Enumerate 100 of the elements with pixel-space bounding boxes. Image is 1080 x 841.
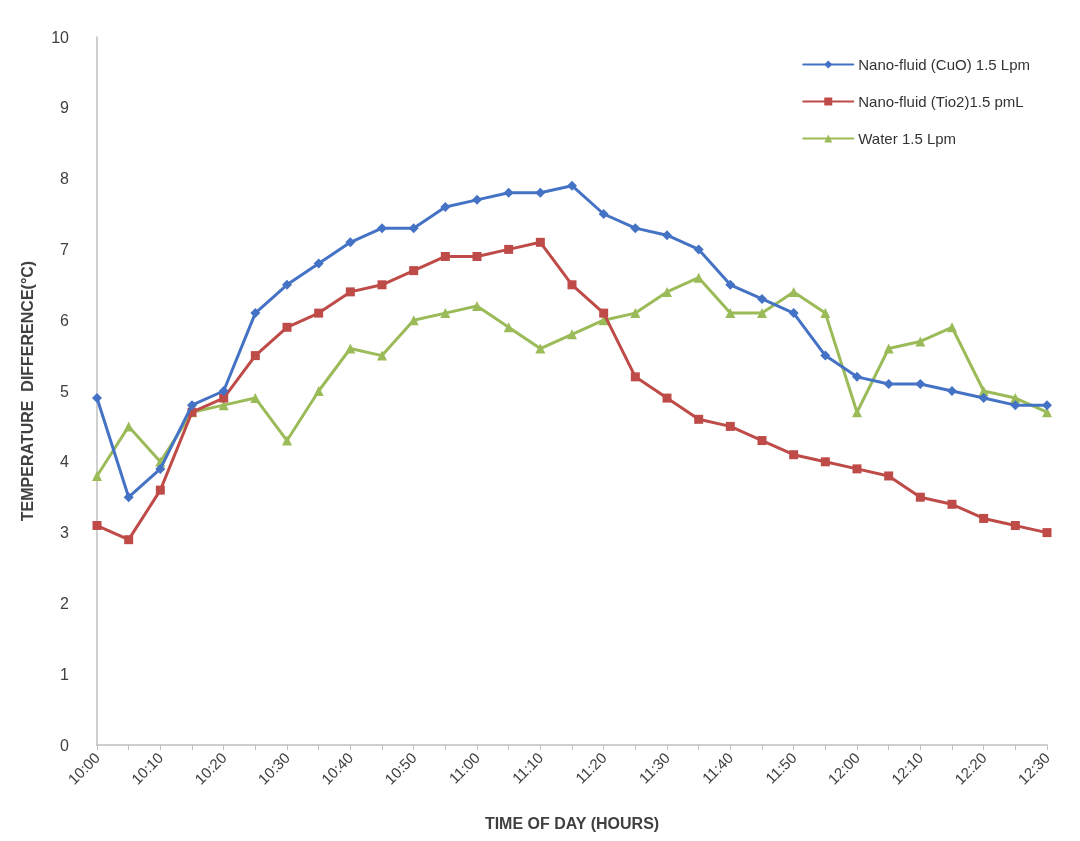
- point: [979, 513, 989, 523]
- point: [92, 521, 102, 531]
- point: [630, 223, 641, 234]
- point: [947, 499, 957, 509]
- point: [757, 308, 767, 319]
- point: [250, 308, 261, 319]
- point: [187, 400, 197, 411]
- legend-label: Water 1.5 Lpm: [858, 130, 957, 147]
- y-tick-label: 7: [60, 240, 70, 258]
- y-tick-label: 10: [51, 28, 70, 46]
- point: [219, 393, 229, 403]
- point: [693, 244, 704, 255]
- point: [630, 372, 640, 382]
- point: [408, 223, 419, 234]
- legend-label: Nano-fluid (CuO) 1.5 Lpm: [858, 56, 1031, 73]
- point: [345, 287, 355, 297]
- legend-label: Nano-fluid (Tio2)1.5 pmL: [858, 93, 1024, 110]
- y-tick-label: 6: [60, 311, 70, 329]
- point: [504, 244, 514, 254]
- point: [567, 280, 577, 290]
- point: [124, 535, 134, 545]
- point: [884, 471, 894, 481]
- point: [725, 421, 735, 431]
- point: [472, 251, 482, 261]
- y-tick-label: 8: [60, 170, 70, 188]
- point: [1042, 528, 1052, 538]
- point: [883, 378, 894, 389]
- point: [599, 308, 609, 318]
- point: [567, 180, 577, 191]
- point: [788, 308, 799, 319]
- point: [250, 393, 261, 404]
- point: [915, 378, 926, 389]
- point: [218, 386, 229, 396]
- point: [788, 286, 799, 297]
- point: [472, 301, 482, 312]
- point: [503, 322, 514, 333]
- point: [123, 492, 134, 503]
- point: [1010, 521, 1020, 531]
- point: [314, 308, 324, 318]
- point: [313, 258, 324, 269]
- point: [535, 343, 546, 354]
- point: [915, 492, 925, 502]
- y-tick-label: 9: [60, 99, 70, 117]
- point: [757, 436, 767, 446]
- point: [725, 308, 736, 319]
- point: [852, 371, 862, 382]
- y-tick-label: 4: [60, 453, 70, 471]
- y-tick-label: 2: [60, 594, 70, 612]
- point: [472, 194, 482, 205]
- point: [694, 414, 704, 424]
- point: [978, 393, 989, 404]
- point: [947, 322, 957, 333]
- point: [377, 280, 387, 290]
- y-tick-label: 5: [60, 382, 70, 400]
- point: [155, 463, 166, 474]
- point: [345, 237, 356, 248]
- point: [820, 308, 831, 319]
- point: [313, 386, 324, 396]
- point: [662, 286, 672, 297]
- point: [92, 470, 102, 481]
- point: [409, 266, 419, 276]
- point: [250, 351, 260, 361]
- point: [693, 272, 704, 283]
- point: [282, 322, 292, 332]
- point: [662, 393, 672, 403]
- point: [852, 464, 862, 474]
- point: [535, 237, 545, 247]
- point: [915, 336, 926, 347]
- point: [440, 201, 451, 212]
- point: [1042, 400, 1052, 411]
- point: [883, 343, 894, 354]
- point: [852, 407, 862, 418]
- point: [789, 450, 799, 460]
- point: [947, 386, 957, 396]
- point: [535, 187, 546, 198]
- point: [345, 343, 356, 354]
- y-axis-title: TEMPERATURE DIFFERENCE(°C): [18, 260, 36, 522]
- point: [123, 421, 134, 432]
- point: [820, 350, 831, 361]
- point: [282, 435, 292, 446]
- point: [1010, 400, 1021, 411]
- point: [567, 329, 577, 340]
- y-tick-label: 0: [60, 736, 70, 754]
- point: [630, 308, 641, 319]
- point: [282, 279, 292, 290]
- point: [662, 230, 672, 241]
- point: [503, 187, 514, 198]
- point: [155, 485, 165, 495]
- point: [92, 393, 102, 404]
- y-tick-label: 1: [60, 665, 70, 683]
- x-axis-title: TIME OF DAY (HOURS): [484, 814, 660, 832]
- point: [598, 209, 609, 219]
- y-tick-label: 3: [60, 524, 70, 542]
- point: [725, 279, 736, 290]
- point: [757, 293, 767, 304]
- point: [377, 223, 387, 234]
- point: [820, 457, 830, 467]
- point: [377, 350, 387, 361]
- point: [440, 308, 451, 319]
- point: [440, 251, 450, 261]
